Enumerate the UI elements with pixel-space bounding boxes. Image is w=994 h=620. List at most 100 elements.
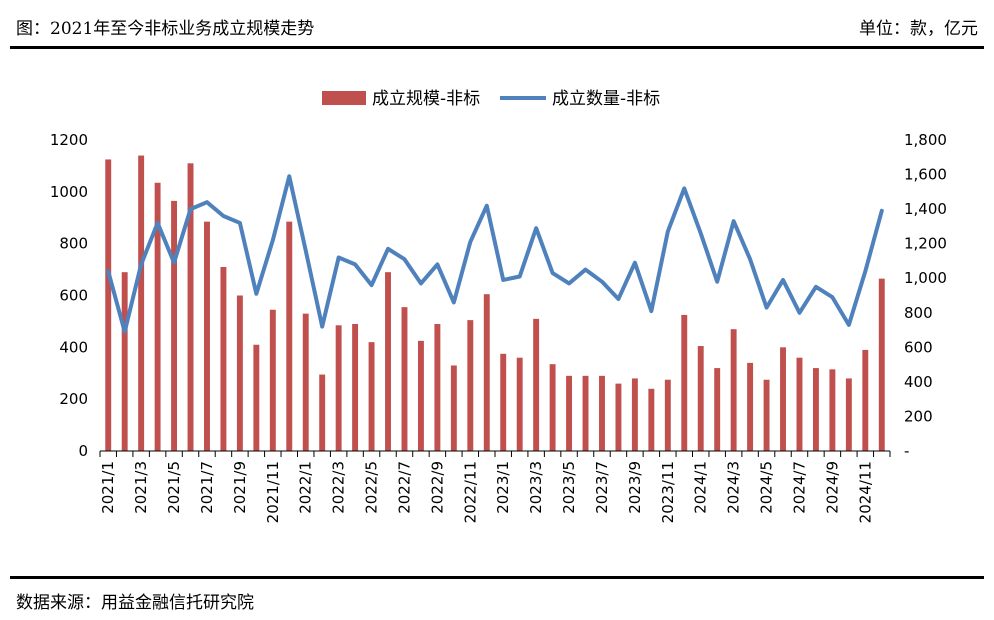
bar <box>368 342 375 451</box>
x-tick-label: 2023/9 <box>626 461 644 514</box>
left-axis-tick-label: 200 <box>59 390 88 408</box>
right-axis-tick-label: 1,000 <box>904 269 947 287</box>
left-axis-tick-label: 0 <box>78 442 88 460</box>
bar <box>730 329 737 451</box>
x-tick-label: 2024/1 <box>692 461 710 514</box>
x-tick-label: 2024/11 <box>856 461 874 523</box>
x-tick-label: 2024/3 <box>725 461 743 514</box>
bar <box>631 378 638 451</box>
bar <box>780 347 786 451</box>
unit-label: 单位：款，亿元 <box>859 19 978 39</box>
bar <box>533 318 540 451</box>
bar <box>302 313 309 451</box>
bar <box>615 383 622 451</box>
bar <box>796 357 803 451</box>
right-axis-tick-label: 1,600 <box>904 166 947 184</box>
bar <box>105 159 112 451</box>
right-axis-tick-label: 200 <box>904 407 933 425</box>
bar <box>812 368 819 451</box>
line-series <box>106 174 884 334</box>
bar <box>450 365 457 451</box>
bar <box>434 324 441 451</box>
chart-header: 图：2021年至今非标业务成立规模走势 单位：款，亿元 <box>10 0 984 48</box>
bar <box>319 374 326 451</box>
x-tick-label: 2023/5 <box>560 461 578 514</box>
x-tick-label: 2022/7 <box>395 461 413 514</box>
combo-chart: 成立规模-非标 成立数量-非标 2021/1 2021/3 2021/5 2021/7 20… <box>50 89 947 523</box>
x-tick-label: 2023/11 <box>659 461 677 523</box>
bar <box>747 362 754 451</box>
bar <box>714 368 721 451</box>
right-axis-tick-label: - <box>904 442 909 460</box>
top-rule <box>10 46 984 49</box>
bar <box>269 309 276 451</box>
bar <box>385 272 391 451</box>
bar <box>171 200 178 451</box>
left-axis-tick-label: 600 <box>59 287 88 305</box>
bar <box>154 182 161 451</box>
x-tick-label: 2023/3 <box>527 461 545 514</box>
bar <box>878 278 885 451</box>
bar <box>681 314 688 451</box>
x-tick-label: 2021/11 <box>264 461 282 523</box>
bar <box>664 379 671 451</box>
bar <box>566 375 573 451</box>
right-axis-tick-label: 400 <box>904 373 933 391</box>
x-tick-label: 2022/5 <box>363 461 381 514</box>
bar <box>236 295 243 451</box>
x-tick-label: 2022/1 <box>297 461 315 514</box>
x-tick-label: 2024/5 <box>758 461 776 514</box>
bar <box>352 324 359 451</box>
x-tick-label: 2023/1 <box>494 461 512 514</box>
source-note: 数据来源：用益金融信托研究院 <box>16 593 254 613</box>
bar <box>187 163 194 451</box>
left-axis-tick-label: 1200 <box>50 131 88 149</box>
bar <box>697 346 704 451</box>
x-tick-label: 2024/9 <box>823 461 841 514</box>
left-axis-tick-label: 1000 <box>50 183 88 201</box>
bar <box>549 364 556 451</box>
chart-title: 图：2021年至今非标业务成立规模走势 <box>16 19 315 39</box>
legend-swatch-bar <box>322 91 366 105</box>
bar <box>599 375 605 451</box>
legend-label-line: 成立数量-非标 <box>552 89 660 109</box>
left-axis-tick-label: 400 <box>59 338 88 356</box>
right-axis-tick-label: 1,400 <box>904 200 947 218</box>
bar <box>483 294 490 451</box>
bar <box>862 349 869 451</box>
right-axis-tick-label: 600 <box>904 338 933 356</box>
x-tick-label: 2021/9 <box>231 461 249 514</box>
bar <box>648 388 655 451</box>
bar <box>204 221 210 451</box>
right-axis-tick-label: 1,200 <box>904 235 947 253</box>
bar <box>829 369 836 451</box>
x-tick-label: 2021/5 <box>165 461 183 514</box>
x-tick-label: 2022/11 <box>461 461 479 523</box>
bar <box>845 378 852 451</box>
bar <box>467 320 474 451</box>
bar <box>500 353 507 451</box>
bar <box>253 344 260 451</box>
legend-label-bar: 成立规模-非标 <box>372 89 480 109</box>
bar <box>763 379 770 451</box>
bar <box>516 357 523 451</box>
right-axis-tick-label: 800 <box>904 304 933 322</box>
x-tick-label: 2023/7 <box>593 461 611 514</box>
x-tick-label: 2021/1 <box>99 461 117 514</box>
x-tick-label: 2021/7 <box>198 461 216 514</box>
right-axis-tick-label: 1,800 <box>904 131 947 149</box>
bar <box>220 266 227 451</box>
left-axis-tick-label: 800 <box>59 235 88 253</box>
bottom-rule <box>10 576 984 579</box>
bar <box>121 272 128 451</box>
bar <box>401 307 408 451</box>
bar <box>417 340 424 451</box>
bar <box>335 325 342 451</box>
bar <box>582 375 589 451</box>
x-tick-label: 2022/9 <box>428 461 446 514</box>
x-tick-label: 2024/7 <box>790 461 808 514</box>
x-tick-label: 2021/3 <box>132 461 150 514</box>
bar <box>138 155 145 452</box>
x-tick-label: 2022/3 <box>330 461 348 514</box>
bar <box>286 221 293 451</box>
